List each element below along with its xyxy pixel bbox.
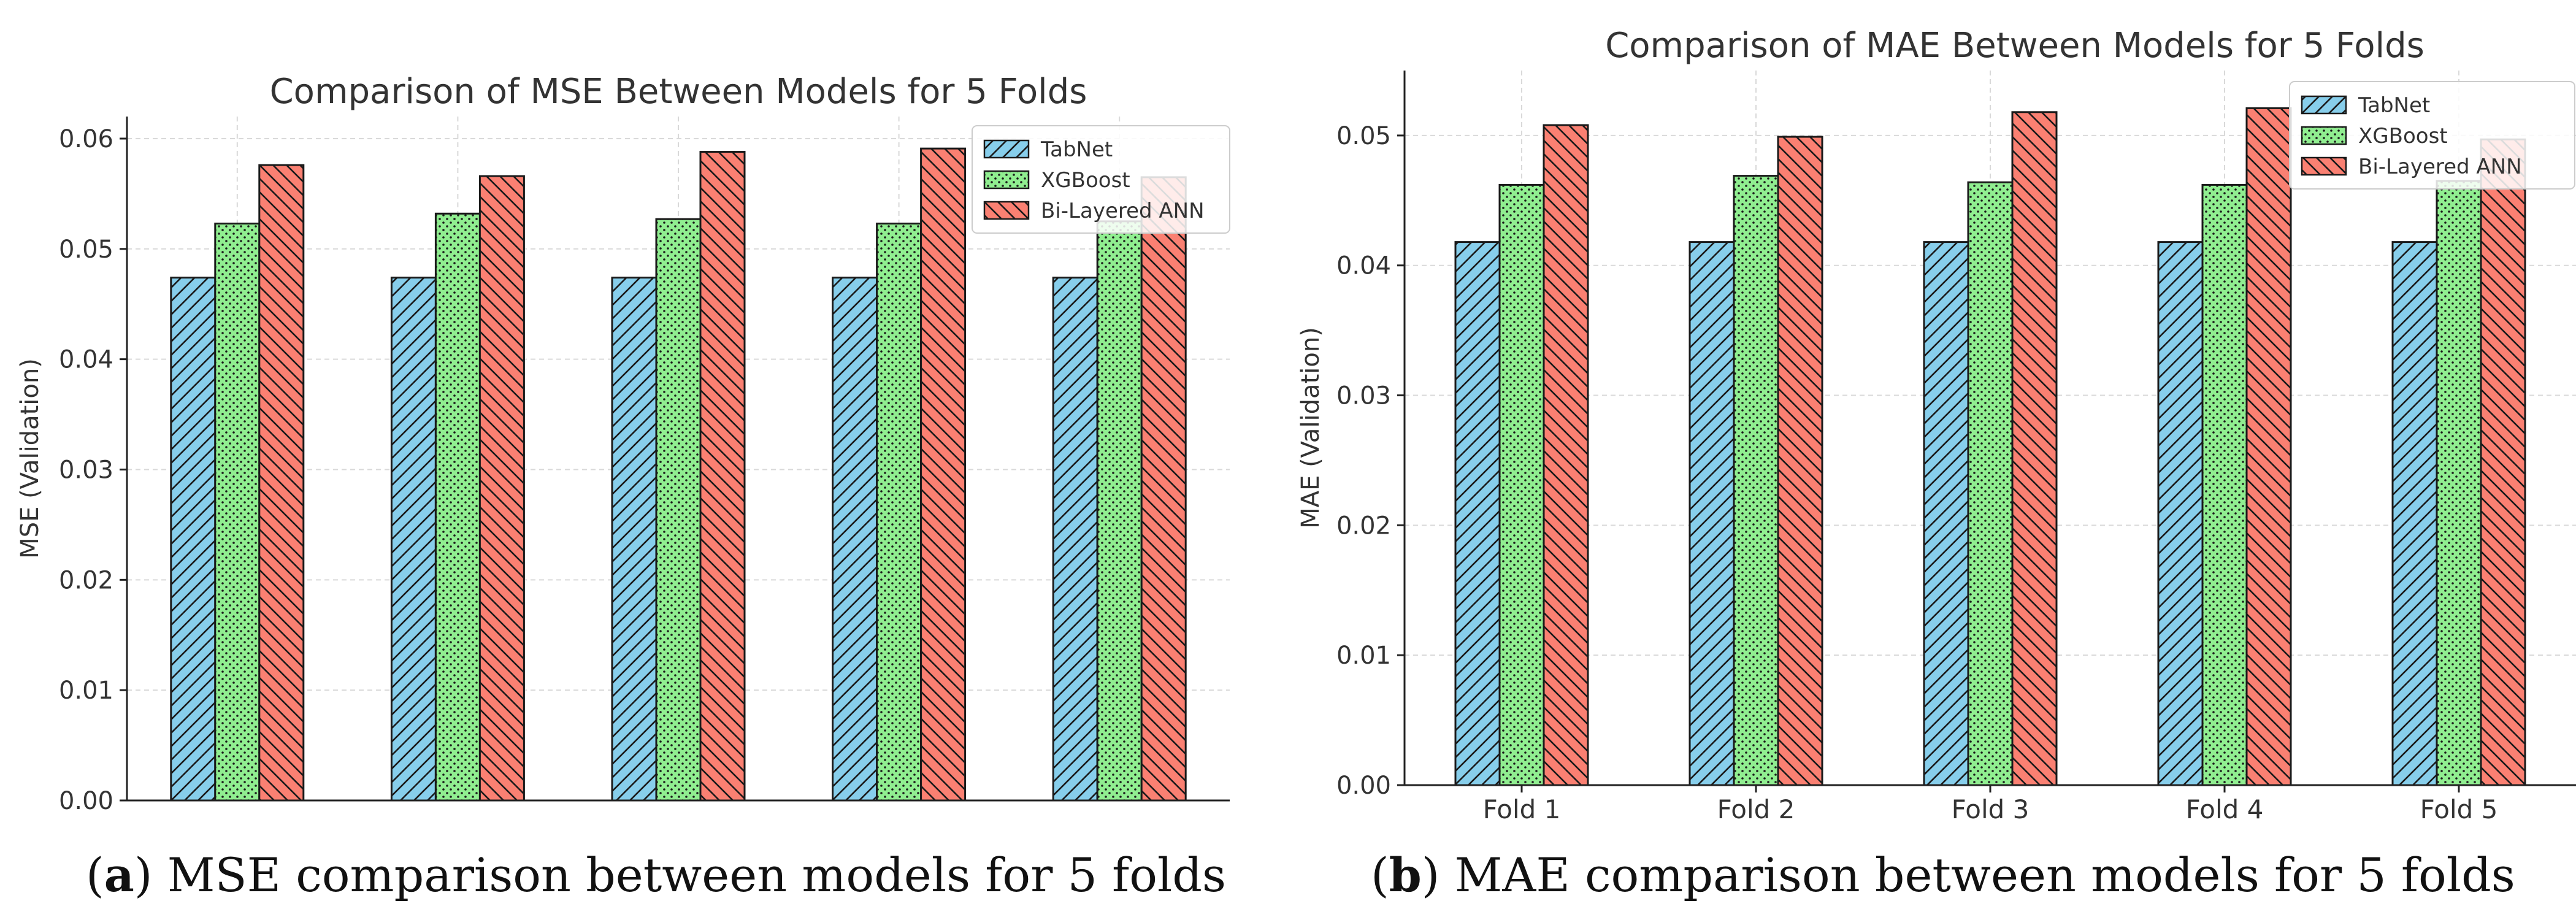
mae-bar-tabnet-4 [2157,241,2204,786]
mae-bar-xgboost-1 [1498,183,1545,786]
mae-xtick-label: Fold 2 [1717,794,1795,824]
mse-bar-bi-layered-ann-4 [920,147,967,802]
mse-bar-bi-layered-ann-1 [258,164,305,802]
mse-legend-swatch-tabnet [983,139,1030,159]
mse-bar-tabnet-1 [170,277,217,802]
mae-xtick-label: Fold 3 [1952,794,2030,824]
mse-bar-tabnet-5 [1052,277,1098,802]
mse-title: Comparison of MSE Between Models for 5 F… [270,72,1087,112]
mae-legend-swatch-xgboost [2301,126,2347,145]
mae-bar-bi-layered-ann-3 [2011,111,2058,786]
caption-a: (a) MSE comparison between models for 5 … [86,848,1227,902]
mae-bar-bi-layered-ann-5 [2480,138,2526,786]
mse-bar-tabnet-4 [832,277,878,802]
mse-bar-tabnet-3 [611,277,657,802]
mse-legend-label: XGBoost [1041,168,1130,193]
mse-ytick-label: 0.01 [59,677,113,705]
mse-ytick-label: 0.04 [59,346,113,374]
mse-bar-xgboost-2 [434,212,481,802]
mae-legend-label: Bi-Layered ANN [2358,155,2522,179]
mae-bar-tabnet-5 [2391,241,2438,786]
mae-ylabel: MAE (Validation) [1297,327,1325,529]
mse-legend-swatch-xgboost [983,170,1030,190]
mse-bar-tabnet-2 [390,277,437,802]
mae-bar-xgboost-3 [1967,181,2014,786]
mae-bar-xgboost-4 [2201,183,2248,786]
mse-ytick-label: 0.02 [59,566,113,594]
mae-bar-bi-layered-ann-4 [2245,107,2292,786]
mse-bar-bi-layered-ann-3 [699,151,746,802]
mse-legend-box [972,125,1230,234]
mae-bar-tabnet-2 [1689,241,1735,786]
caption-a-text: MSE comparison between models for 5 fold… [167,848,1227,902]
mae-bar-bi-layered-ann-1 [1543,124,1589,786]
mse-ylabel: MSE (Validation) [16,358,44,559]
mae-bar-xgboost-5 [2436,180,2482,786]
mae-legend-swatch-bi-layered-ann [2301,156,2347,176]
mse-legend-label: Bi-Layered ANN [1041,199,1205,223]
mae-bars [1454,107,2526,786]
mse-ytick-label: 0.03 [59,456,113,484]
mse-legend-label: TabNet [1040,137,1113,162]
mae-chart: 0.00 0.01 0.02 0.03 0.04 0.05 Fold 1 Fold 2 Fold… [1297,26,2576,824]
caption-b-text: MAE comparison between models for 5 fold… [1454,848,2515,902]
mse-ytick-label: 0.06 [59,125,113,153]
mse-chart: 0.00 0.01 0.02 0.03 0.04 0.05 0.06 MSE (Validat… [16,72,1230,815]
mse-bar-xgboost-5 [1096,220,1143,802]
mae-xtick-label: Fold 5 [2420,794,2498,824]
mae-title: Comparison of MAE Between Models for 5 F… [1605,26,2425,66]
mae-bar-tabnet-3 [1923,241,1969,786]
mae-legend-box [2289,81,2575,190]
mse-bar-bi-layered-ann-2 [478,175,525,802]
mae-bar-bi-layered-ann-2 [1777,136,1823,786]
mse-bar-xgboost-1 [214,222,261,802]
mae-ytick-label: 0.02 [1336,512,1391,540]
mae-ytick-label: 0.00 [1336,772,1391,800]
mae-ytick-label: 0.01 [1336,642,1391,670]
mse-bar-bi-layered-ann-5 [1140,176,1187,802]
mse-bar-xgboost-4 [876,222,922,802]
mae-ytick-label: 0.04 [1336,252,1391,280]
mse-ytick-label: 0.05 [59,236,113,264]
mae-legend-label: TabNet [2358,93,2430,118]
mae-legend-swatch-tabnet [2301,95,2347,115]
mae-ytick-label: 0.05 [1336,122,1391,150]
mae-ytick-label: 0.03 [1336,382,1391,410]
mae-xtick-label: Fold 4 [2186,794,2264,824]
mae-bar-tabnet-1 [1454,241,1501,786]
mae-legend: TabNet XGBoost Bi-Layered ANN [2289,81,2575,190]
mae-bar-xgboost-2 [1733,175,1779,786]
mse-ytick-label: 0.00 [59,787,113,815]
mse-legend: TabNet XGBoost Bi-Layered ANN [972,125,1230,234]
mse-bar-xgboost-3 [655,218,702,802]
mae-xtick-label: Fold 1 [1483,794,1561,824]
mse-bars [170,147,1187,802]
mae-legend-label: XGBoost [2358,124,2448,148]
mse-legend-swatch-bi-layered-ann [983,201,1030,220]
caption-b: (b) MAE comparison between models for 5 … [1371,848,2515,902]
